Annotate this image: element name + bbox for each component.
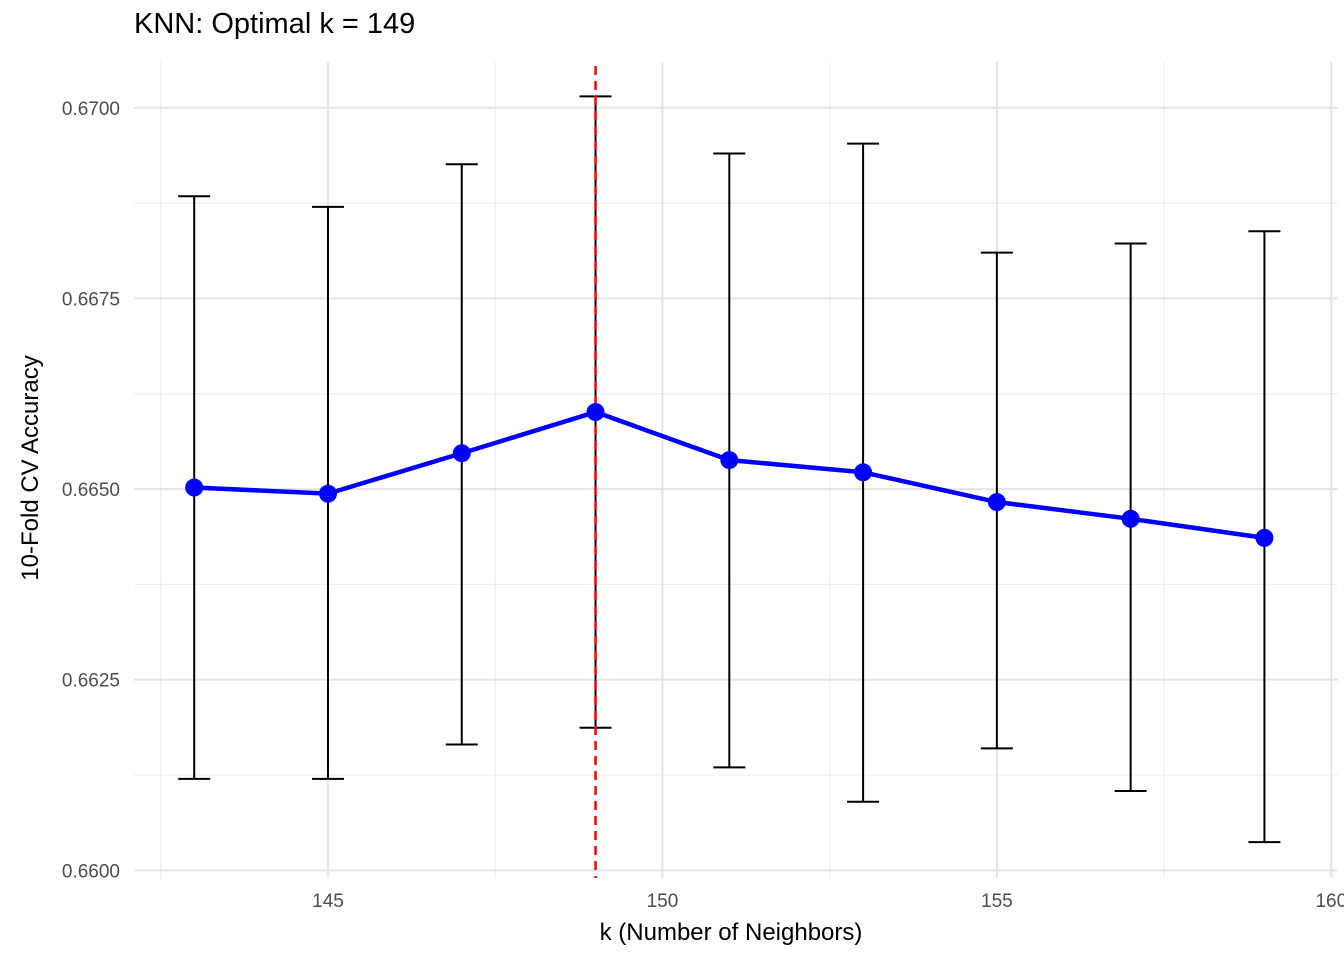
accuracy-points xyxy=(185,403,1274,547)
major-gridlines xyxy=(134,62,1338,878)
y-axis-ticks: 0.6600 0.6625 0.6650 0.6675 0.6700 xyxy=(62,99,120,883)
y-tick-label: 0.6700 xyxy=(62,99,120,120)
data-point xyxy=(318,484,337,503)
chart-title: KNN: Optimal k = 149 xyxy=(134,8,416,40)
x-tick-label: 160 xyxy=(1315,891,1344,912)
data-point xyxy=(720,451,739,470)
x-tick-label: 145 xyxy=(312,891,344,912)
x-tick-label: 155 xyxy=(981,891,1013,912)
data-point xyxy=(586,403,605,422)
x-tick-label: 150 xyxy=(647,891,679,912)
y-tick-label: 0.6600 xyxy=(62,861,120,882)
x-axis-title: k (Number of Neighbors) xyxy=(600,919,863,946)
data-point xyxy=(854,463,873,482)
y-tick-label: 0.6675 xyxy=(62,289,120,310)
data-point xyxy=(1255,528,1274,547)
data-point xyxy=(1121,509,1140,528)
y-tick-label: 0.6625 xyxy=(62,671,120,692)
data-point xyxy=(987,493,1006,512)
y-tick-label: 0.6650 xyxy=(62,480,120,501)
data-point xyxy=(452,444,471,463)
y-axis-title: 10-Fold CV Accuracy xyxy=(17,355,44,580)
x-axis-ticks: 145 150 155 160 xyxy=(312,891,1344,912)
minor-gridlines xyxy=(134,62,1338,878)
data-point xyxy=(185,478,204,497)
error-bars xyxy=(178,95,1281,844)
